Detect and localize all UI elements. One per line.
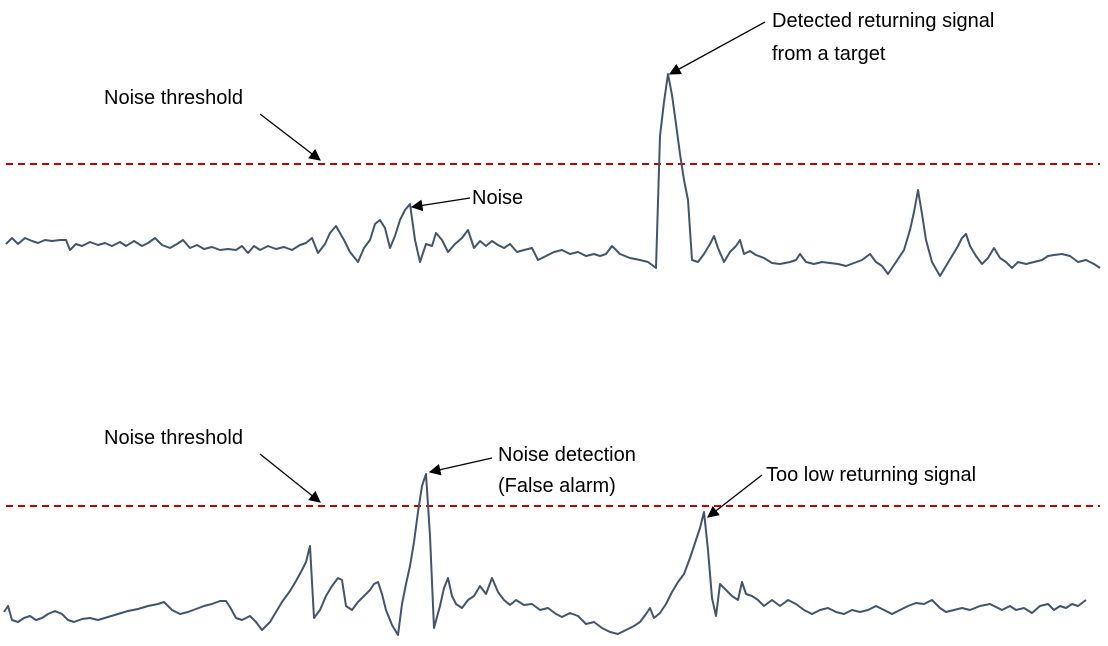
noise-arrow [410, 197, 471, 212]
bottom-threshold-label: Noise threshold [104, 427, 243, 449]
noise-label: Noise [472, 187, 523, 209]
target-arrow [668, 21, 766, 75]
top-signal-trace [5, 73, 1101, 277]
false-alarm-arrow [428, 457, 493, 476]
false-alarm-label-line1: Noise detection [498, 444, 636, 466]
low-signal-label: Too low returning signal [766, 464, 976, 486]
bottom-panel: Noise threshold Noise detection (False a… [3, 427, 1100, 636]
bottom-signal-trace [3, 473, 1087, 636]
false-alarm-label-line2: (False alarm) [498, 475, 616, 497]
top-threshold-label: Noise threshold [104, 87, 243, 109]
bottom-threshold-arrow [259, 453, 321, 503]
top-panel: Noise threshold Noise Detected returning… [5, 10, 1101, 277]
target-label-line2: from a target [772, 43, 886, 65]
target-label-line1: Detected returning signal [772, 10, 994, 32]
low-signal-arrow [707, 474, 763, 518]
top-threshold-arrow [259, 113, 321, 161]
